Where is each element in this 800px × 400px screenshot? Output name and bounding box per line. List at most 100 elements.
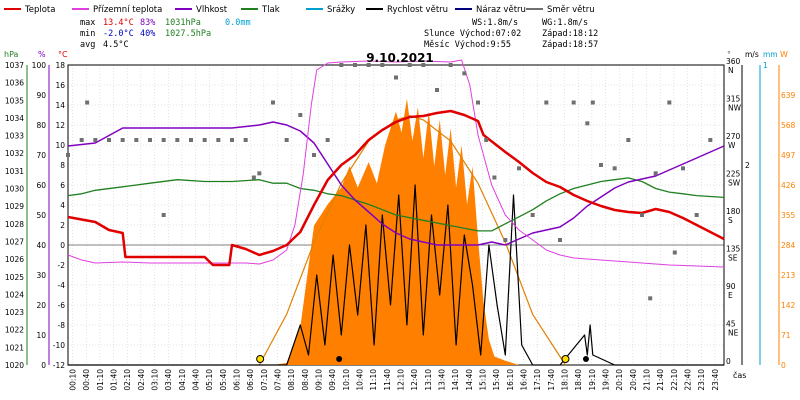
temperature-tick-label: 8 xyxy=(60,161,65,170)
humidity-line xyxy=(67,121,725,246)
time-tick-label: 22:40 xyxy=(684,369,693,391)
time-tick-label: 16:40 xyxy=(520,369,529,391)
temperature-tick-label: 4 xyxy=(60,201,65,210)
time-tick-label: 14:10 xyxy=(451,369,460,391)
wind-direction-point xyxy=(653,171,658,176)
wind-direction-point xyxy=(202,138,207,142)
axis-unit-w: W xyxy=(780,50,788,59)
wind-dir-tick-deg: 135 xyxy=(726,245,741,254)
legend-label-7: Směr větru xyxy=(547,5,595,15)
humidity-tick-label: 90 xyxy=(36,91,46,100)
wind-direction-point xyxy=(134,138,139,142)
sun-moon-markers xyxy=(256,355,589,363)
wind-direction-point xyxy=(530,213,535,217)
legend-label-0: Teplota xyxy=(24,5,55,15)
pressure-tick-label: 1034 xyxy=(5,114,24,123)
axis-unit-hpa: hPa xyxy=(4,50,19,59)
wind-direction-point xyxy=(648,296,653,301)
pressure-tick-label: 1026 xyxy=(5,255,24,264)
sun-marker xyxy=(561,355,570,363)
wind-direction-point xyxy=(243,138,248,142)
wind-speed-line xyxy=(68,184,724,366)
temperature-tick-label: 2 xyxy=(60,221,65,230)
pressure-tick-label: 1035 xyxy=(5,96,24,105)
time-tick-label: 08:40 xyxy=(301,369,310,391)
sunrise-info: Slunce Východ:07:02 xyxy=(424,29,521,39)
wind-direction-point xyxy=(571,100,576,105)
solar-tick-label: 497 xyxy=(781,151,796,160)
pressure-tick-label: 1036 xyxy=(5,79,24,88)
time-tick-label: 11:10 xyxy=(369,369,378,391)
wind-dir-tick-deg: 45 xyxy=(726,320,736,329)
time-tick-label: 03:10 xyxy=(151,369,160,391)
wind-direction-point xyxy=(681,166,685,171)
humidity-tick-label: 60 xyxy=(36,181,46,190)
time-tick-label: 15:10 xyxy=(479,369,488,391)
wind-direction-point xyxy=(435,88,439,92)
legend-label-6: Náraz větru xyxy=(476,5,526,15)
line-series xyxy=(67,59,725,366)
time-tick-label: 18:10 xyxy=(561,369,570,391)
time-tick-label: 16:10 xyxy=(506,369,515,391)
wind-direction-point xyxy=(672,250,677,255)
pressure-tick-label: 1024 xyxy=(5,290,24,299)
wind-direction-point xyxy=(558,238,562,242)
wind-direction-point xyxy=(366,63,371,67)
wind-direction-point xyxy=(93,138,98,142)
wind-direction-point xyxy=(484,138,489,142)
humidity-tick-label: 100 xyxy=(32,61,47,70)
theoretical-radiation-line xyxy=(258,115,566,366)
time-tick-label: 12:40 xyxy=(410,369,419,391)
time-tick-label: 02:40 xyxy=(137,369,146,391)
wind-direction-point xyxy=(251,175,256,180)
temperature-tick-label: 0 xyxy=(60,241,65,250)
temperature-tick-label: -2 xyxy=(58,261,66,270)
legend-label-2: Vlhkost xyxy=(196,5,228,15)
axis-unit-degc: °C xyxy=(58,50,68,59)
time-tick-label: 04:10 xyxy=(178,369,187,391)
time-tick-label: 00:40 xyxy=(82,369,91,391)
time-tick-label: 03:40 xyxy=(164,369,173,391)
wind-direction-point xyxy=(407,63,412,67)
temperature-tick-label: -6 xyxy=(58,301,66,310)
wind-direction-point xyxy=(503,238,508,242)
stats-max-label: max xyxy=(80,18,95,28)
pressure-tick-label: 1029 xyxy=(5,202,24,211)
moonrise-info: Měsíc Východ:9:55 xyxy=(424,40,511,50)
humidity-tick-label: 70 xyxy=(36,151,46,160)
temperature-tick-label: -10 xyxy=(53,341,65,350)
time-tick-label: 20:40 xyxy=(629,369,638,391)
time-tick-label: 21:40 xyxy=(656,369,665,391)
wind-direction-point xyxy=(175,138,180,142)
time-tick-label: 01:10 xyxy=(96,369,105,391)
wind-direction-point xyxy=(462,71,467,76)
stats-rain: 0.0mm xyxy=(225,18,251,28)
pressure-tick-label: 1023 xyxy=(5,308,24,317)
humidity-tick-label: 0 xyxy=(41,361,46,370)
wind-direction-point xyxy=(612,166,617,171)
wind-direction-point xyxy=(85,100,90,105)
time-tick-label: 14:40 xyxy=(465,369,474,391)
wind-dir-tick-deg: 0 xyxy=(726,357,731,366)
time-tick-label: 09:10 xyxy=(315,369,324,391)
wind-direction-point xyxy=(394,75,398,80)
stats-block: max 13.4°C 83% 1031hPa 0.0mm min -2.0°C … xyxy=(80,18,251,50)
humidity-tick-label: 10 xyxy=(36,331,46,340)
wind-direction-point xyxy=(339,63,344,67)
stats-avg-label: avg xyxy=(80,40,95,50)
pressure-tick-label: 1030 xyxy=(5,185,24,194)
wind-direction-point xyxy=(667,100,672,105)
wind-dir-tick-deg: 270 xyxy=(726,132,741,141)
wind-direction-point xyxy=(448,63,453,67)
wind-dir-tick-name: NW xyxy=(728,104,742,113)
time-tick-label: 19:40 xyxy=(602,369,611,391)
wind-direction-point xyxy=(694,213,699,217)
sun-marker xyxy=(256,355,265,363)
pressure-tick-label: 1025 xyxy=(5,273,24,282)
chart-title-date: 9.10.2021 xyxy=(366,51,434,65)
solar-tick-label: 355 xyxy=(781,211,796,220)
wind-gust-info: WG:1.8m/s xyxy=(542,18,588,28)
wind-dir-tick-name: S xyxy=(728,216,733,225)
temperature-tick-label: 6 xyxy=(60,181,65,190)
time-tick-label: 13:10 xyxy=(424,369,433,391)
